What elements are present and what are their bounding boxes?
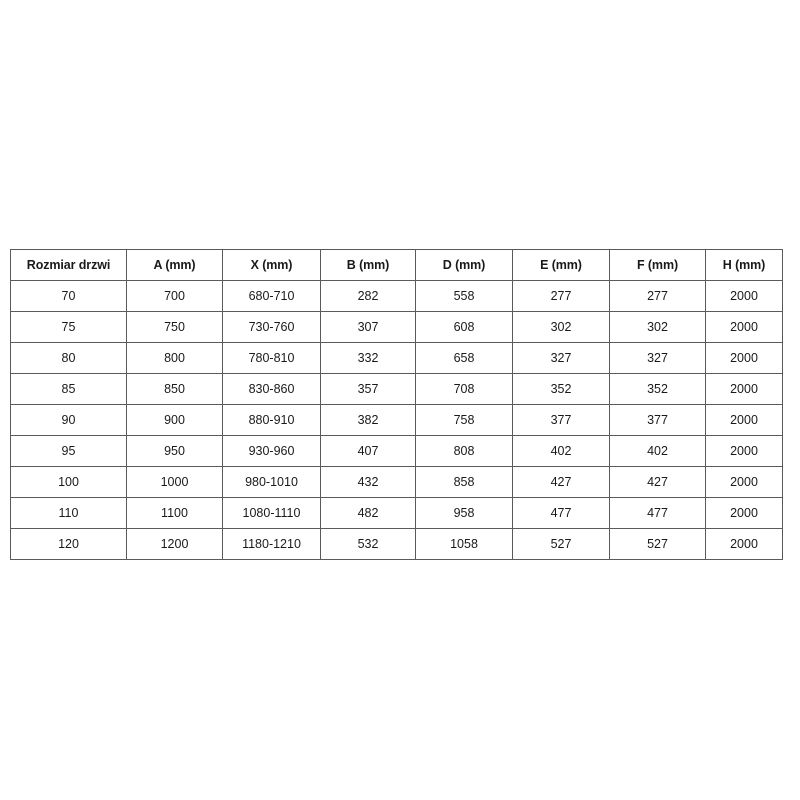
table-row: 85 850 830-860 357 708 352 352 2000 [10,373,783,405]
table-header-row: Rozmiar drzwi A (mm) X (mm) B (mm) D (mm… [10,249,783,281]
table-row: 70 700 680-710 282 558 277 277 2000 [10,280,783,312]
cell-x: 880-910 [222,404,321,436]
cell-f: 402 [609,435,706,467]
specification-table-container: Rozmiar drzwi A (mm) X (mm) B (mm) D (mm… [10,249,783,560]
cell-door-size: 70 [10,280,127,312]
cell-h: 2000 [705,280,783,312]
cell-x: 1180-1210 [222,528,321,560]
cell-door-size: 95 [10,435,127,467]
cell-d: 708 [415,373,513,405]
column-header-d: D (mm) [415,249,513,281]
table-row: 110 1100 1080-1110 482 958 477 477 2000 [10,497,783,529]
cell-x: 780-810 [222,342,321,374]
table-row: 120 1200 1180-1210 532 1058 527 527 2000 [10,528,783,560]
cell-h: 2000 [705,373,783,405]
cell-x: 830-860 [222,373,321,405]
cell-a: 1200 [126,528,223,560]
table-row: 100 1000 980-1010 432 858 427 427 2000 [10,466,783,498]
cell-door-size: 80 [10,342,127,374]
cell-d: 658 [415,342,513,374]
cell-f: 527 [609,528,706,560]
column-header-h: H (mm) [705,249,783,281]
column-header-x: X (mm) [222,249,321,281]
cell-f: 327 [609,342,706,374]
cell-b: 357 [320,373,416,405]
cell-f: 352 [609,373,706,405]
cell-door-size: 100 [10,466,127,498]
cell-a: 750 [126,311,223,343]
table-row: 80 800 780-810 332 658 327 327 2000 [10,342,783,374]
cell-door-size: 120 [10,528,127,560]
cell-b: 432 [320,466,416,498]
cell-f: 277 [609,280,706,312]
cell-a: 950 [126,435,223,467]
cell-h: 2000 [705,404,783,436]
cell-f: 302 [609,311,706,343]
cell-d: 808 [415,435,513,467]
table-row: 75 750 730-760 307 608 302 302 2000 [10,311,783,343]
cell-e: 327 [512,342,610,374]
table-header: Rozmiar drzwi A (mm) X (mm) B (mm) D (mm… [10,249,783,281]
column-header-door-size: Rozmiar drzwi [10,249,127,281]
cell-e: 277 [512,280,610,312]
cell-e: 527 [512,528,610,560]
cell-a: 700 [126,280,223,312]
cell-d: 858 [415,466,513,498]
door-size-specification-table: Rozmiar drzwi A (mm) X (mm) B (mm) D (mm… [10,249,783,560]
cell-h: 2000 [705,497,783,529]
cell-x: 980-1010 [222,466,321,498]
cell-h: 2000 [705,435,783,467]
cell-e: 377 [512,404,610,436]
cell-x: 1080-1110 [222,497,321,529]
cell-x: 730-760 [222,311,321,343]
cell-door-size: 110 [10,497,127,529]
cell-h: 2000 [705,342,783,374]
column-header-f: F (mm) [609,249,706,281]
table-body: 70 700 680-710 282 558 277 277 2000 75 7… [10,280,783,560]
cell-b: 382 [320,404,416,436]
cell-b: 482 [320,497,416,529]
cell-a: 1100 [126,497,223,529]
cell-e: 302 [512,311,610,343]
cell-d: 958 [415,497,513,529]
table-row: 95 950 930-960 407 808 402 402 2000 [10,435,783,467]
column-header-a: A (mm) [126,249,223,281]
cell-b: 532 [320,528,416,560]
cell-door-size: 85 [10,373,127,405]
cell-e: 402 [512,435,610,467]
cell-e: 477 [512,497,610,529]
cell-h: 2000 [705,528,783,560]
table-row: 90 900 880-910 382 758 377 377 2000 [10,404,783,436]
cell-x: 680-710 [222,280,321,312]
column-header-b: B (mm) [320,249,416,281]
cell-f: 377 [609,404,706,436]
cell-a: 850 [126,373,223,405]
cell-e: 427 [512,466,610,498]
cell-f: 427 [609,466,706,498]
cell-a: 800 [126,342,223,374]
cell-b: 407 [320,435,416,467]
cell-d: 758 [415,404,513,436]
cell-h: 2000 [705,466,783,498]
cell-d: 558 [415,280,513,312]
cell-x: 930-960 [222,435,321,467]
cell-a: 1000 [126,466,223,498]
cell-e: 352 [512,373,610,405]
cell-d: 608 [415,311,513,343]
cell-b: 332 [320,342,416,374]
cell-a: 900 [126,404,223,436]
cell-f: 477 [609,497,706,529]
cell-door-size: 90 [10,404,127,436]
cell-b: 282 [320,280,416,312]
cell-h: 2000 [705,311,783,343]
column-header-e: E (mm) [512,249,610,281]
cell-d: 1058 [415,528,513,560]
cell-door-size: 75 [10,311,127,343]
cell-b: 307 [320,311,416,343]
